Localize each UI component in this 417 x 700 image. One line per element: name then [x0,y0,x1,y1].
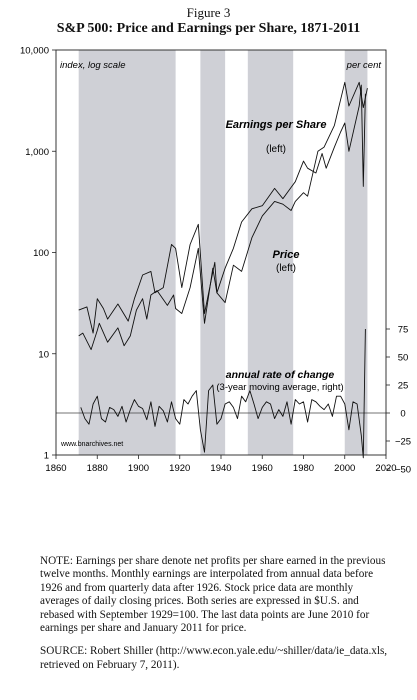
earnings-label: Earnings per Share [226,119,327,131]
shaded-periods [78,50,368,455]
y-left-tick-label: 100 [33,248,49,259]
axes: 1860 1880 1900 1920 1940 1960 1980 2000 2020 10,0… [20,46,411,476]
watermark: www.bnarchives.net [60,441,123,448]
change-sublabel: (3-year moving average, right) [216,382,343,393]
change-series-line [80,328,366,459]
shaded-period [247,50,294,455]
series-layer [78,81,368,459]
x-tick-label: 1980 [293,463,314,474]
x-tick-label: 1940 [210,463,231,474]
chart: 1860 1880 1900 1920 1940 1960 1980 2000 2020 10,0… [20,46,411,476]
x-tick-label: 1960 [252,463,273,474]
y-right-tick-label: 0 [400,409,405,420]
x-tick-label: 1880 [87,463,108,474]
shaded-period [78,50,176,455]
y-right-tick-label: 75 [398,325,409,336]
x-tick-label: 1860 [45,463,66,474]
x-tick-label: 2000 [334,463,355,474]
y-left-tick-label: 1,000 [25,147,49,158]
x-tick-label: 1920 [169,463,190,474]
y-right-tick-label: −50 [395,465,411,476]
change-label: annual rate of change [226,369,335,381]
y-right-tick-label: 25 [398,381,409,392]
earnings-sublabel: (left) [266,144,286,155]
source-text: SOURCE: Robert Shiller (http://www.econ.… [40,645,388,671]
earnings-series-line [78,84,366,334]
shaded-period [200,50,226,455]
x-tick-label: 1900 [128,463,149,474]
price-sublabel: (left) [276,263,296,274]
x-tick-label: 2020 [375,463,396,474]
y-left-tick-label: 1 [44,451,49,462]
y-left-tick-label: 10,000 [20,46,49,57]
price-series-line [78,81,368,351]
shaded-period [344,50,368,455]
top-right-label: per cent [346,60,382,71]
chart-title: S&P 500: Price and Earnings per Share, 1… [56,21,361,36]
top-left-label: index, log scale [60,60,125,71]
price-label: Price [273,249,300,261]
y-right-tick-label: 50 [398,353,409,364]
y-right-tick-label: −25 [395,437,411,448]
figure-label: Figure 3 [186,5,231,20]
y-left-tick-label: 10 [38,349,49,360]
note-block: NOTE: Earnings per share denote net prof… [40,555,392,682]
note-text: NOTE: Earnings per share denote net prof… [40,555,386,635]
